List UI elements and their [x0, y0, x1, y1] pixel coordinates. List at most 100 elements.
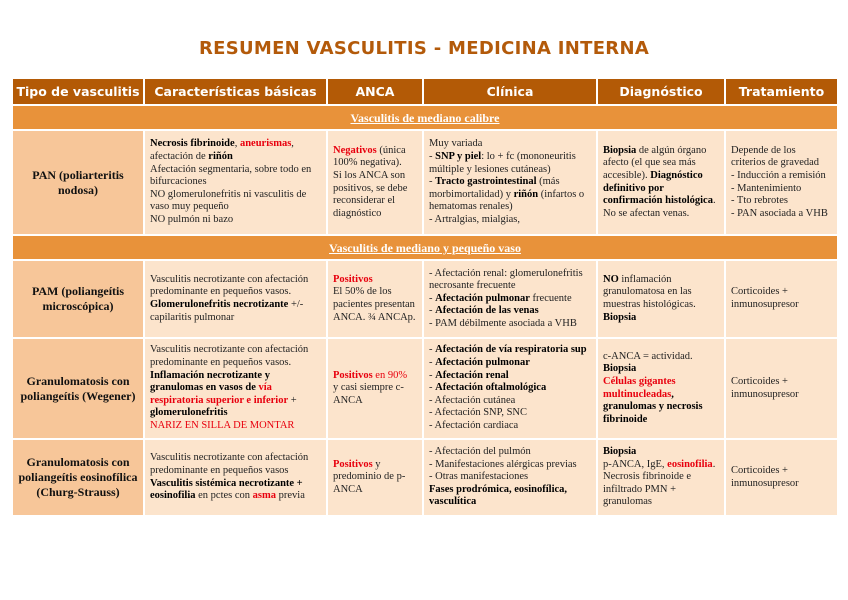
- highlight-text: asma: [252, 490, 277, 502]
- bold-text: Biopsia: [603, 311, 637, 323]
- cell-line: - Mantenimiento: [731, 183, 832, 196]
- highlight-text: Positivos: [333, 273, 373, 285]
- text: -: [429, 151, 436, 163]
- cell-line: Si los ANCA son positivos, se debe recon…: [333, 170, 417, 220]
- text: de algún órgano afecto (el que sea más a…: [603, 144, 707, 181]
- text: El 50% de los pacientes presentan ANCA. …: [333, 286, 416, 323]
- text: Corticoides + inmunosupresor: [731, 286, 799, 310]
- text: Corticoides + inmunosupresor: [731, 464, 799, 489]
- text: ,: [234, 138, 240, 150]
- cell-line: Biopsia de algún órgano afecto (el que s…: [603, 145, 719, 208]
- text: previa: [276, 490, 305, 502]
- cell-line: Vasculitis sistémica necrotizante + eosi…: [150, 478, 321, 503]
- bold-text: Afectación pulmonar: [435, 292, 530, 304]
- cell-line: - Afectación cutánea: [429, 395, 591, 408]
- text: - Tto rebrotes: [731, 195, 788, 207]
- cell-line: Negativos (única 100% negativa).: [333, 145, 417, 170]
- cell-line: - PAM débilmente asociada a VHB: [429, 318, 591, 331]
- text: . Necrosis fibrinoide e infiltrado PMN +…: [603, 458, 716, 508]
- cell-clinica: - Afectación renal: glomerulonefritis ne…: [424, 261, 596, 337]
- cell-line: Fases prodrómica, eosinofílica, vasculít…: [429, 484, 591, 509]
- text: frecuente: [529, 292, 572, 304]
- text: (infartos o hematomas renales): [429, 188, 585, 213]
- cell-diagnostico: Biopsia p-ANCA, IgE, eosinofilia. Necrosi…: [598, 440, 724, 515]
- cell-caracteristicas: Vasculitis necrotizante con afectación p…: [145, 440, 326, 515]
- text: en pctes con: [195, 490, 253, 502]
- cell-line: Positivos en 90%: [333, 370, 417, 383]
- cell-line: Inflamación necrotizante y granulomas en…: [150, 370, 321, 420]
- bold-text: Afectación de las venas: [435, 305, 539, 317]
- cell-line: Positivos: [333, 274, 417, 287]
- cell-line: - Afectación del pulmón: [429, 446, 591, 459]
- highlight-text: Células gigantes multinucleadas: [603, 375, 676, 400]
- header-clinica: Clínica: [424, 79, 596, 104]
- bold-text: Afectación renal: [435, 369, 509, 381]
- text: - Afectación renal: glomerulonefritis ne…: [429, 267, 583, 292]
- text: p-ANCA, IgE,: [603, 458, 668, 470]
- cell-line: - Afectación oftalmológica: [429, 382, 591, 395]
- cell-line: NO glomerulonefritis ni vasculitis de va…: [150, 189, 321, 214]
- cell-line: - PAN asociada a VHB: [731, 208, 832, 221]
- bold-text: Tracto gastrointestinal: [435, 176, 537, 188]
- cell-diagnostico: NO inflamación granulomatosa en las mues…: [598, 261, 724, 337]
- cell-line: - Afectación cardiaca: [429, 420, 591, 433]
- cell-line: c-ANCA = actividad.: [603, 351, 719, 364]
- cell-line: - Tto rebrotes: [731, 195, 832, 208]
- text: -: [429, 344, 436, 356]
- header-diagnostico: Diagnóstico: [598, 79, 724, 104]
- cell-line: - Otras manifestaciones: [429, 471, 591, 484]
- text: Muy variada: [429, 138, 483, 150]
- bold-text: Afectación de vía respiratoria sup: [435, 344, 587, 356]
- cell-line: - Tracto gastrointestinal (más morbimort…: [429, 176, 591, 214]
- bold-text: NO: [603, 273, 619, 285]
- text: No se afectan venas.: [603, 207, 690, 219]
- cell-line: NO pulmón ni bazo: [150, 214, 321, 227]
- cell-line: afectación de riñón: [150, 151, 321, 164]
- cell-clinica: Muy variada - SNP y piel: lo + fc (monone…: [424, 131, 596, 234]
- bold-text: Diagnóstico definitivo por confirmación …: [603, 169, 713, 207]
- cell-line: NARIZ EN SILLA DE MONTAR: [150, 420, 321, 433]
- cell-line: Afectación segmentaria, sobre todo en bi…: [150, 164, 321, 189]
- text: - PAN asociada a VHB: [731, 207, 828, 219]
- bold-text: Fases prodrómica, eosinofílica, vasculít…: [429, 483, 568, 508]
- section-header: Vasculitis de mediano calibre: [13, 106, 837, 129]
- cell-line: Positivos y predominio de p-ANCA: [333, 459, 417, 497]
- cell-clinica: - Afectación de vía respiratoria sup - Af…: [424, 339, 596, 438]
- text: .: [712, 195, 716, 207]
- header-tratamiento: Tratamiento: [726, 79, 837, 104]
- cell-tratamiento: Corticoides + inmunosupresor: [726, 261, 837, 337]
- cell-caracteristicas: Vasculitis necrotizante con afectación p…: [145, 339, 326, 438]
- text: - Afectación cutánea: [429, 394, 516, 406]
- cell-line: Corticoides + inmunosupresor: [731, 376, 832, 401]
- text: +: [288, 394, 297, 406]
- text: - Manifestaciones alérgicas previas: [429, 458, 577, 470]
- bold-text: Biopsia: [603, 144, 637, 156]
- cell-line: - Afectación SNP, SNC: [429, 407, 591, 420]
- cell-line: - SNP y piel: lo + fc (mononeuritis múlt…: [429, 151, 591, 176]
- table-row: PAN (poliarteritis nodosa) Necrosis fibri…: [13, 131, 837, 234]
- text: - Artralgias, mialgias,: [429, 213, 520, 225]
- cell-line: - Afectación pulmonar frecuente: [429, 293, 591, 306]
- cell-line: p-ANCA, IgE, eosinofilia. Necrosis fibri…: [603, 459, 719, 509]
- bold-text: Biopsia: [603, 363, 637, 375]
- cell-anca: Positivos El 50% de los pacientes present…: [328, 261, 422, 337]
- cell-tratamiento: Depende de los criterios de gravedad - In…: [726, 131, 837, 234]
- cell-line: Biopsia: [603, 446, 719, 459]
- text: -: [429, 369, 436, 381]
- bold-text: Necrosis fibrinoide: [150, 138, 235, 150]
- text: Afectación segmentaria, sobre todo en bi…: [150, 163, 312, 188]
- cell-line: - Manifestaciones alérgicas previas: [429, 459, 591, 472]
- text: - Afectación SNP, SNC: [429, 407, 527, 419]
- header-row: Tipo de vasculitis Características básic…: [13, 79, 837, 104]
- text: Corticoides + inmunosupresor: [731, 375, 799, 400]
- cell-line: El 50% de los pacientes presentan ANCA. …: [333, 286, 417, 324]
- text: Vasculitis necrotizante con afectación p…: [150, 273, 309, 298]
- cell-line: Vasculitis necrotizante con afectación p…: [150, 452, 321, 477]
- cell-tratamiento: Corticoides + inmunosupresor: [726, 440, 837, 515]
- highlight-text: Negativos: [333, 144, 377, 156]
- bold-text: Inflamación necrotizante y granulomas en…: [150, 369, 270, 394]
- header-caracteristicas: Características básicas: [145, 79, 326, 104]
- text: inflamación granulomatosa en las muestra…: [603, 273, 696, 310]
- cell-line: Corticoides + inmunosupresor: [731, 286, 832, 311]
- cell-line: Necrosis fibrinoide, aneurismas,: [150, 138, 321, 151]
